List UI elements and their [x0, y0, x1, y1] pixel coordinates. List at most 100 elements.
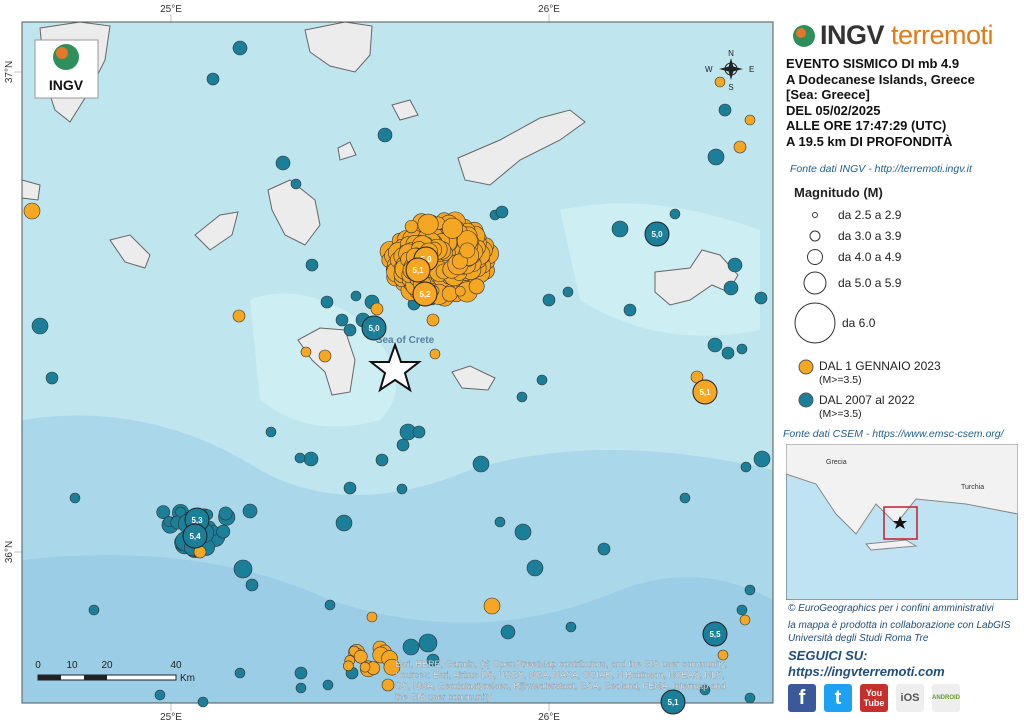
- quake-big: [702, 621, 728, 647]
- social-url[interactable]: https://ingvterremoti.com: [788, 664, 945, 679]
- quake-dot: [324, 599, 336, 611]
- scale-unit: Km: [180, 673, 195, 684]
- quake-dot: [45, 371, 59, 385]
- twitter-icon[interactable]: t: [824, 684, 852, 712]
- quake-dot: [669, 208, 681, 220]
- quake-dot: [294, 452, 306, 464]
- quake-dot: [294, 666, 308, 680]
- quake-dot: [275, 155, 291, 171]
- legend-size: da 3.0 a 3.9: [838, 229, 902, 243]
- social: SEGUICI SU: https://ingvterremoti.com: [788, 648, 945, 680]
- quake-dot: [483, 597, 501, 615]
- quake-dot: [623, 303, 637, 317]
- quake-dot: [402, 638, 420, 656]
- quake-dot: [495, 205, 509, 219]
- quake-big: [692, 379, 718, 405]
- quake-dot: [343, 660, 354, 672]
- attribution-line: Sources: Esri, Airbus DS, USGS, NGA, NAS…: [395, 670, 725, 680]
- quake-dot: [426, 653, 440, 667]
- quake-dot: [707, 148, 725, 166]
- quake-dot: [31, 317, 49, 335]
- quake-dot: [516, 391, 528, 403]
- legend-colors: [798, 359, 814, 408]
- quake-dot: [233, 559, 253, 579]
- credits: © EuroGeographics per i confini amminist…: [788, 602, 1010, 645]
- quake-dot: [322, 679, 334, 691]
- quake-dot: [370, 302, 384, 316]
- map: 25°E 26°E 25°E 26°E 37°N 36°N 5,05,15,25…: [4, 4, 774, 723]
- quake-dot: [718, 103, 732, 117]
- quake-dot: [396, 438, 410, 452]
- facebook-icon[interactable]: f: [788, 684, 816, 712]
- source-csem: Fonte dati CSEM - https://www.emsc-csem.…: [783, 428, 1004, 440]
- quake-label: 5,1: [699, 388, 711, 397]
- quake-dot: [736, 343, 748, 355]
- logo: INGV: [34, 39, 99, 99]
- quake-dot: [526, 559, 544, 577]
- credit-line: Università degli Studi Roma Tre: [788, 633, 929, 644]
- quake-dot: [154, 689, 166, 701]
- compass-e: E: [749, 65, 754, 74]
- scale-tick: 10: [66, 660, 78, 671]
- quake-dot: [206, 72, 220, 86]
- quake-dot: [699, 684, 711, 696]
- brand: INGV terremoti: [820, 20, 994, 51]
- legend-size: da 4.0 a 4.9: [838, 250, 902, 264]
- quake-dot: [88, 604, 100, 616]
- tick-label: 26°E: [538, 4, 560, 15]
- quake-dot: [441, 285, 458, 302]
- graticule: [14, 14, 550, 711]
- quake-dot: [305, 258, 319, 272]
- quake-dot: [753, 450, 771, 468]
- scale-tick: 0: [35, 660, 41, 671]
- quake-dot: [320, 295, 334, 309]
- quake-dot: [754, 291, 768, 305]
- quake-dot: [454, 285, 466, 297]
- compass-w: W: [705, 65, 713, 74]
- quake-dot: [242, 503, 258, 519]
- legend-size: da 2.5 a 2.9: [838, 208, 902, 222]
- map-border: [21, 21, 774, 704]
- brand-a: INGV: [820, 20, 885, 50]
- quake-dot: [232, 40, 248, 56]
- event-line: ALLE ORE 17:47:29 (UTC): [786, 118, 947, 134]
- scale-bar: 0 10 20 40 Km: [35, 660, 195, 684]
- quake-dot: [232, 309, 246, 323]
- quake-dot: [727, 257, 743, 273]
- legend-title: Magnitudo (M): [794, 185, 883, 200]
- quake-dot: [412, 425, 426, 439]
- credit-line: © EuroGeographics per i confini amminist…: [788, 603, 994, 614]
- quake-dot: [343, 481, 357, 495]
- scale-tick: 20: [101, 660, 113, 671]
- quake-dot: [714, 76, 726, 88]
- quake-dot: [377, 127, 393, 143]
- legend-sizes: [794, 212, 836, 344]
- youtube-icon[interactable]: You Tube: [860, 684, 888, 712]
- quake-dot: [375, 453, 389, 467]
- attribution-line: OS, NMA, Geodatastyrelsen, Rijkswatersta…: [395, 681, 726, 691]
- quake-dot: [536, 374, 548, 386]
- tick-label: 26°E: [538, 712, 560, 723]
- quake-dot: [514, 523, 532, 541]
- brand-b: terremoti: [891, 20, 994, 50]
- brand-logo: [793, 25, 815, 47]
- quake-dot: [417, 213, 439, 235]
- quake-dot: [216, 524, 231, 539]
- period-label: DAL 1 GENNAIO 2023: [819, 359, 941, 373]
- legend-size: da 5.0 a 5.9: [838, 276, 902, 290]
- quake-dot: [218, 506, 233, 521]
- quake-dot: [459, 242, 476, 259]
- quake-label: 5,0: [651, 230, 663, 239]
- android-icon[interactable]: ANDROID: [932, 684, 960, 712]
- inset-map: Grecia Turchia: [786, 444, 1018, 600]
- quake-dot: [611, 220, 629, 238]
- quake-label: 5,2: [419, 290, 431, 299]
- quake-big: [182, 523, 208, 549]
- quake-dot: [335, 514, 353, 532]
- quake-big: [405, 257, 431, 283]
- quake-dot: [500, 624, 516, 640]
- quake-dot: [359, 661, 371, 673]
- ios-icon[interactable]: iOS: [896, 684, 924, 712]
- quake-label: 5,5: [709, 630, 721, 639]
- quake-dot: [468, 278, 485, 295]
